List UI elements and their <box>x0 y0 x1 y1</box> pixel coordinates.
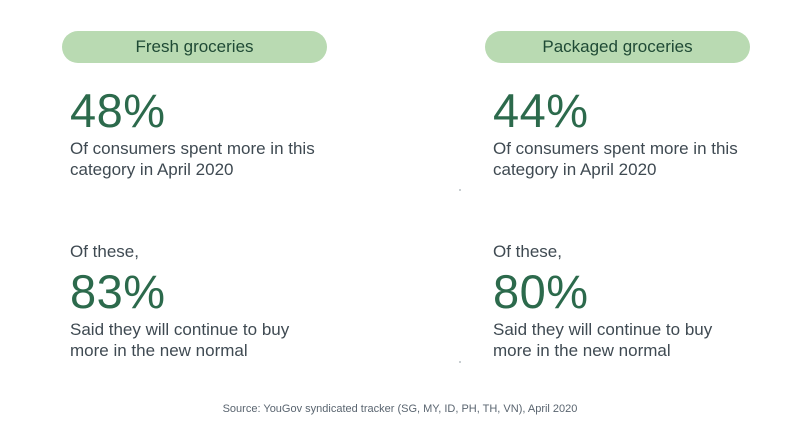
stat-continue-fresh: 83% <box>70 265 166 318</box>
fresh-groceries-column: Fresh groceries 48% Of consumers spent m… <box>62 31 332 361</box>
stat-continue-packaged: 80% <box>493 265 589 318</box>
stat-spent-description: Of consumers spent more in this category… <box>493 139 738 179</box>
category-pill-packaged: Packaged groceries <box>485 31 750 63</box>
packaged-groceries-column: Packaged groceries 44% Of consumers spen… <box>485 31 755 361</box>
stat-spent-description: Of consumers spent more in this category… <box>70 139 315 179</box>
of-these-label: Of these, <box>70 242 139 261</box>
category-pill-fresh: Fresh groceries <box>62 31 327 63</box>
stat-continue-description: Said they will continue to buy more in t… <box>70 320 290 360</box>
stat-spent-packaged: 44% <box>493 84 589 137</box>
decorative-dot <box>459 189 461 191</box>
stat-continue-description: Said they will continue to buy more in t… <box>493 320 713 360</box>
stat-spent-fresh: 48% <box>70 84 166 137</box>
decorative-dot <box>459 361 461 363</box>
of-these-label: Of these, <box>493 242 562 261</box>
source-footnote: Source: YouGov syndicated tracker (SG, M… <box>222 403 578 415</box>
